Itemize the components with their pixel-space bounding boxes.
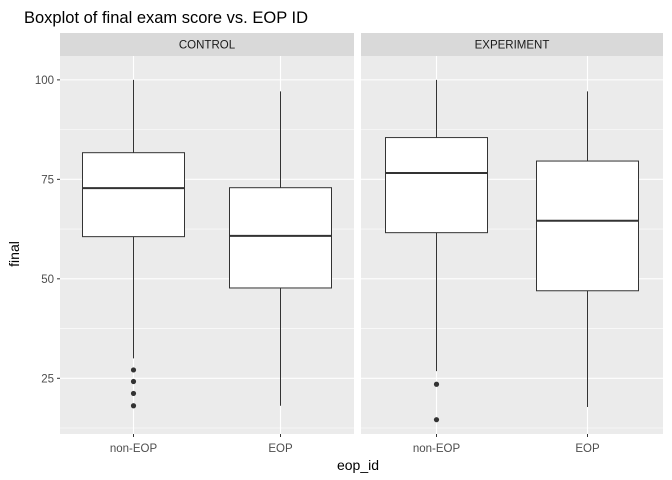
- box-non-eop: [385, 79, 488, 423]
- facet-strip-label: CONTROL: [179, 40, 236, 52]
- box-non-eop: [82, 79, 185, 409]
- x-tick-label: EOP: [268, 443, 293, 455]
- x-tick-label: non-EOP: [413, 443, 461, 455]
- x-tick-label: EOP: [575, 443, 600, 455]
- y-tick-label: 100: [35, 75, 54, 87]
- y-tick-label: 50: [41, 274, 54, 286]
- chart-title: Boxplot of final exam score vs. EOP ID: [24, 9, 308, 27]
- outlier-point: [433, 381, 440, 387]
- box-body: [229, 187, 332, 289]
- box-body: [536, 160, 639, 292]
- x-tick-label: non-EOP: [110, 443, 158, 455]
- facet-strip: [361, 33, 663, 56]
- box-eop: [229, 91, 332, 406]
- outlier-point: [130, 390, 137, 397]
- facet-panel-control: CONTROL non-EOP EOP: [60, 33, 354, 455]
- facet-panels: CONTROL non-EOP EOP EXPERIMENT non-EOP EOP: [60, 33, 663, 455]
- y-tick-label: 25: [41, 373, 54, 385]
- outlier-point: [130, 403, 137, 409]
- box-body: [82, 152, 185, 238]
- box-body: [385, 137, 488, 234]
- outlier-point: [130, 367, 137, 373]
- y-tick-label: 75: [41, 174, 54, 186]
- facet-strip: [60, 33, 354, 56]
- x-axis-title: eop_id: [337, 457, 379, 473]
- outlier-point: [433, 417, 440, 423]
- box-eop: [536, 91, 639, 407]
- y-axis: 25 50 75 100: [35, 75, 60, 385]
- facet-panel-experiment: EXPERIMENT non-EOP EOP: [361, 33, 663, 455]
- facet-strip-label: EXPERIMENT: [475, 40, 550, 52]
- y-axis-title: final: [6, 241, 22, 267]
- outlier-point: [130, 378, 137, 385]
